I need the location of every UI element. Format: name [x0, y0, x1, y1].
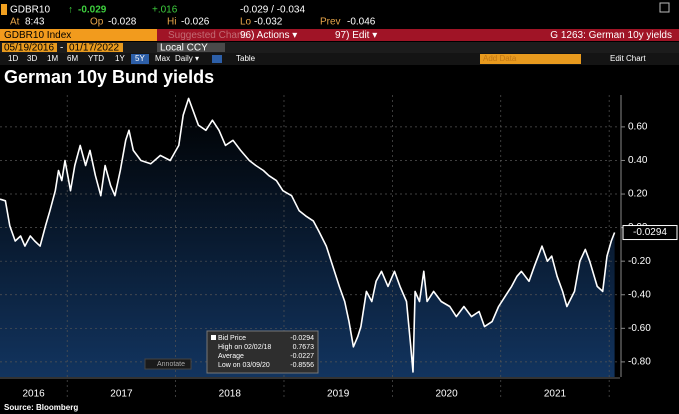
- chart-icon[interactable]: [212, 55, 222, 63]
- start-date: 05/19/2016: [4, 43, 54, 54]
- currency-box[interactable]: [157, 43, 225, 52]
- x-tick-label: 2018: [219, 389, 242, 400]
- change: -0.029: [78, 5, 107, 16]
- legend-label: Average: [218, 353, 244, 360]
- legend-swatch: [211, 335, 216, 340]
- period-button[interactable]: Max: [155, 54, 170, 63]
- end-date: 01/17/2022: [69, 43, 119, 54]
- change-net: +.016: [152, 5, 178, 16]
- ticker-icon: [1, 4, 7, 15]
- period-button[interactable]: 6M: [67, 54, 78, 63]
- edit-chart[interactable]: Edit Chart: [610, 54, 646, 63]
- period-button[interactable]: 3D: [27, 54, 37, 63]
- high: -0.026: [181, 17, 210, 28]
- chart-name: G 1263: German 10y yields: [550, 30, 672, 41]
- action-bar: [157, 29, 679, 41]
- add-data-box[interactable]: [480, 54, 581, 64]
- y-tick-label: -0.60: [628, 323, 651, 334]
- period-button[interactable]: YTD: [88, 54, 104, 63]
- prev-label: Prev: [320, 17, 341, 28]
- add-data: Add Data: [483, 54, 517, 63]
- table[interactable]: Table: [236, 54, 256, 63]
- legend-value: -0.8556: [290, 362, 314, 369]
- y-tick-label: -0.80: [628, 357, 651, 368]
- period-button[interactable]: 1D: [8, 54, 18, 63]
- low: -0.032: [254, 17, 283, 28]
- currency: Local CCY: [160, 43, 208, 54]
- legend-value: -0.0294: [290, 335, 314, 342]
- time: 8:43: [25, 17, 45, 28]
- security: GDBR10 Index: [4, 30, 71, 41]
- legend-value: 0.7673: [293, 344, 315, 351]
- bid-ask: -0.029 / -0.034: [240, 5, 305, 16]
- ticker: GDBR10: [10, 5, 50, 16]
- low-label: Lo: [240, 17, 252, 28]
- period-button[interactable]: 1Y: [115, 54, 125, 63]
- period-selected: [131, 54, 149, 64]
- x-tick-label: 2019: [327, 389, 350, 400]
- x-tick-label: 2021: [544, 389, 567, 400]
- x-tick-label: 2020: [435, 389, 458, 400]
- y-tick-label: -0.20: [628, 256, 651, 267]
- actions[interactable]: 96) Actions ▾: [240, 30, 297, 41]
- x-tick-label: 2016: [22, 389, 45, 400]
- direction: ↑: [68, 5, 73, 16]
- last-value-tag: [622, 225, 678, 241]
- open: -0.028: [108, 17, 137, 28]
- start-date-box[interactable]: [2, 43, 57, 52]
- date-sep: -: [60, 43, 63, 54]
- period-button[interactable]: 5Y: [135, 54, 145, 63]
- open-label: Op: [90, 17, 104, 28]
- end-date-box[interactable]: [67, 43, 123, 52]
- legend-label: High on 02/02/18: [218, 344, 271, 351]
- area: [0, 98, 615, 378]
- window-icon[interactable]: [659, 2, 670, 13]
- legend-value: -0.0227: [290, 353, 314, 360]
- annotate-button[interactable]: [144, 358, 192, 370]
- frequency[interactable]: Daily ▾: [175, 54, 199, 63]
- chart-title: German 10y Bund yields: [4, 67, 214, 87]
- edit[interactable]: 97) Edit ▾: [335, 30, 377, 41]
- suggested[interactable]: Suggested Charts: [168, 30, 248, 41]
- security-box[interactable]: [0, 29, 157, 41]
- annotate: Annotate: [157, 361, 185, 368]
- period-button[interactable]: 1M: [47, 54, 58, 63]
- y-tick-label: 0.40: [628, 155, 648, 166]
- high-label: Hi: [167, 17, 176, 28]
- date-bar: [0, 42, 679, 53]
- legend-label: Bid Price: [218, 335, 246, 342]
- line: [0, 97, 616, 373]
- x-tick-label: 2017: [110, 389, 133, 400]
- y-tick-label: 0.60: [628, 122, 648, 133]
- y-tick-label: 0.20: [628, 189, 648, 200]
- source: Source: Bloomberg: [4, 403, 78, 412]
- legend-label: Low on 03/09/20: [218, 362, 270, 369]
- y-tick-label: -0.40: [628, 289, 651, 300]
- legend-box: [206, 330, 319, 374]
- time-label: At: [10, 17, 20, 28]
- last-value-label: -0.0294: [633, 227, 667, 238]
- prev: -0.046: [347, 17, 376, 28]
